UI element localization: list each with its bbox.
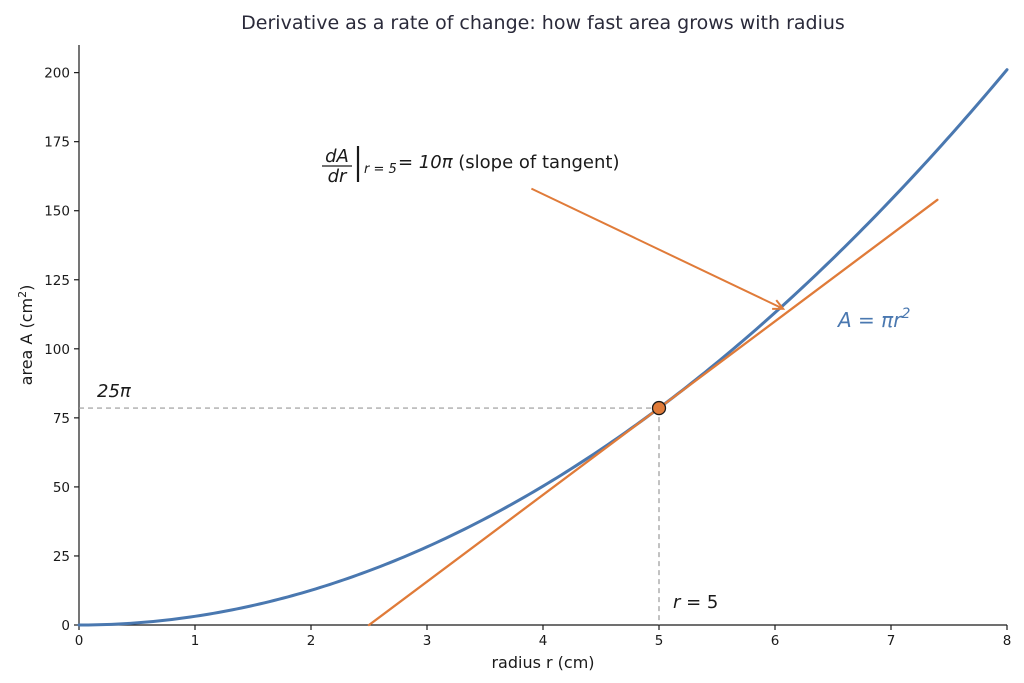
y-tick-label: 150 <box>44 204 70 220</box>
x-tick-label: 2 <box>307 633 316 649</box>
x-tick-label: 5 <box>655 633 664 649</box>
y-axis-label: area A (cm2) <box>16 285 36 386</box>
x-marker-label: r = 5 <box>673 592 718 613</box>
y-tick-label: 0 <box>61 618 70 634</box>
derivative-annotation: dA dr r = 5 = 10π (slope of tangent) <box>322 146 619 187</box>
y-ticks: 0 25 50 75 100 125 150 175 200 <box>44 66 79 634</box>
y-tick-label: 175 <box>44 135 70 151</box>
y-tick-label: 75 <box>53 411 70 427</box>
derivative-denominator: dr <box>328 166 348 187</box>
y-tick-label: 25 <box>53 549 70 565</box>
chart-title: Derivative as a rate of change: how fast… <box>241 12 845 34</box>
y-tick-label: 50 <box>53 480 70 496</box>
x-axis-label: radius r (cm) <box>491 653 594 672</box>
y-tick-label: 125 <box>44 273 70 289</box>
curve-label: A = πr2 <box>836 306 910 332</box>
area-curve-line <box>77 68 1009 627</box>
x-tick-label: 6 <box>771 633 780 649</box>
x-tick-label: 1 <box>191 633 200 649</box>
y-marker-label: 25π <box>97 381 132 402</box>
axes <box>78 45 1007 626</box>
derivative-numerator: dA <box>325 146 349 167</box>
x-tick-label: 7 <box>887 633 896 649</box>
series-layer <box>77 68 1009 627</box>
y-tick-label: 200 <box>44 66 70 82</box>
derivative-subscript: r = 5 <box>364 162 397 177</box>
x-tick-label: 3 <box>423 633 432 649</box>
annotation-arrowhead <box>772 299 786 310</box>
tangent-line <box>367 198 939 627</box>
x-ticks: 0 1 2 3 4 5 6 7 8 <box>75 625 1012 649</box>
x-tick-label: 4 <box>539 633 548 649</box>
y-tick-label: 100 <box>44 342 70 358</box>
annotation-arrow <box>530 187 784 310</box>
derivative-value: = 10π (slope of tangent) <box>398 152 619 173</box>
x-tick-label: 0 <box>75 633 84 649</box>
x-tick-label: 8 <box>1003 633 1012 649</box>
tangent-point-marker <box>651 400 667 416</box>
